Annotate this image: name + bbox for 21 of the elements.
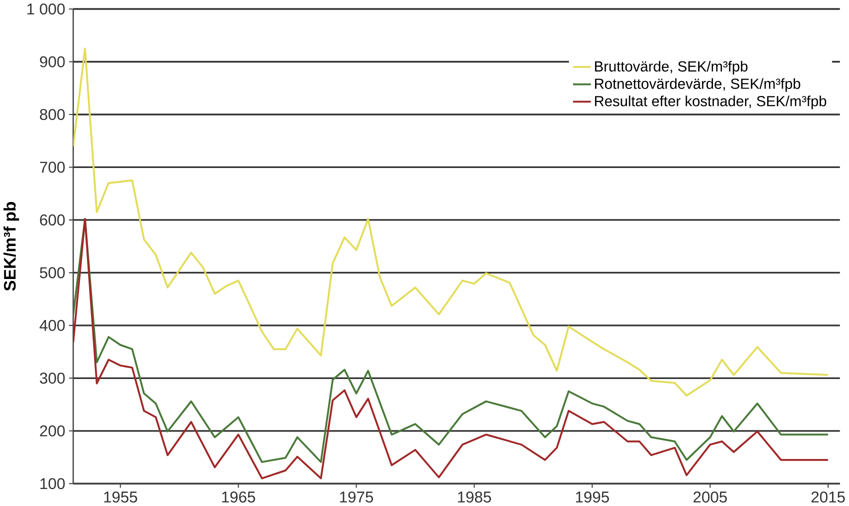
- y-axis-title: SEK/m³f pb: [3, 202, 20, 291]
- x-tick-label: 1985: [458, 491, 492, 503]
- y-tick-label: 200: [40, 425, 65, 436]
- x-tick-label: 2005: [694, 491, 727, 503]
- legend-label: Bruttovärde, SEK/m³fpb: [595, 60, 748, 74]
- x-tick-label: 1995: [576, 491, 609, 503]
- x-tick-label: 2015: [812, 491, 845, 503]
- x-tick-label: 1955: [104, 491, 138, 503]
- y-tick-label: 300: [40, 372, 65, 384]
- legend-label: Rotnettovärdevärde, SEK/m³fpb: [595, 78, 800, 92]
- y-tick-label: 500: [40, 267, 65, 278]
- y-tick-label: 400: [40, 320, 65, 331]
- y-tick-label: 700: [40, 162, 65, 173]
- y-tick-label: 800: [40, 108, 65, 120]
- x-tick-label: 1965: [222, 491, 256, 503]
- y-tick-label: 1 000: [27, 3, 65, 15]
- legend-label: Resultat efter kostnader, SEK/m³fpb: [595, 96, 826, 110]
- y-tick-label: 600: [40, 214, 65, 226]
- x-tick-label: 1975: [340, 491, 374, 503]
- y-tick-label: 900: [40, 56, 65, 68]
- y-tick-label: 100: [40, 478, 65, 490]
